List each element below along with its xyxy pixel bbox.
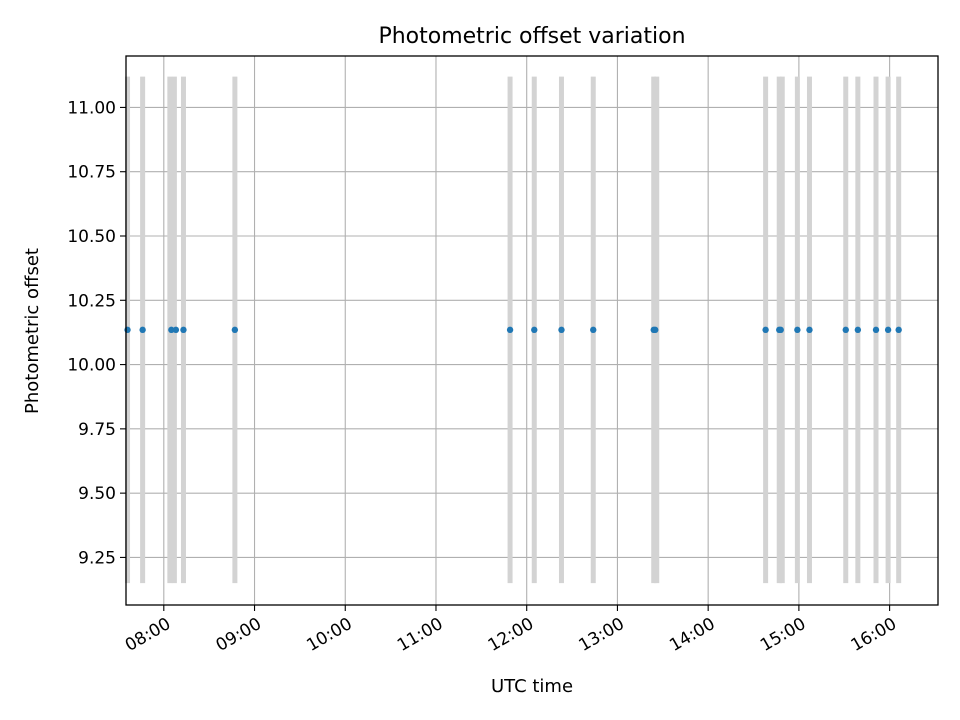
y-tick-label: 10.25 [67, 291, 116, 311]
plot-frame [125, 55, 939, 606]
data-point [895, 326, 902, 334]
y-tick-label: 10.50 [67, 227, 116, 247]
data-point [124, 326, 131, 334]
y-tick-label: 10.75 [67, 163, 116, 183]
y-axis: 9.25 9.50 9.75 10.00 10.25 10.50 10.75 11.00 [67, 98, 126, 568]
data-point [558, 326, 565, 334]
data-point [139, 326, 146, 334]
x-axis-label: UTC time [491, 676, 573, 697]
data-point [168, 326, 175, 334]
data-point [777, 326, 784, 334]
data-point [872, 326, 880, 334]
data-point [506, 326, 514, 334]
y-tick-label: 9.25 [78, 548, 116, 568]
data-point [652, 326, 659, 334]
data-point [172, 326, 180, 334]
point-layer [124, 326, 902, 334]
data-point [231, 326, 239, 334]
data-point [842, 326, 849, 334]
data-point [590, 326, 597, 334]
y-tick-label: 9.50 [78, 484, 116, 504]
y-tick-label: 9.75 [78, 420, 116, 440]
data-point [762, 326, 769, 334]
data-point [854, 326, 862, 334]
y-tick-label: 11.00 [67, 98, 116, 118]
data-point [180, 326, 187, 334]
data-point [806, 326, 813, 334]
y-axis-label: Photometric offset [22, 248, 43, 414]
chart-title: Photometric offset variation [378, 24, 685, 49]
data-point [531, 326, 538, 334]
y-tick-label: 10.00 [67, 356, 116, 376]
data-point [884, 326, 892, 334]
data-point [794, 326, 801, 334]
